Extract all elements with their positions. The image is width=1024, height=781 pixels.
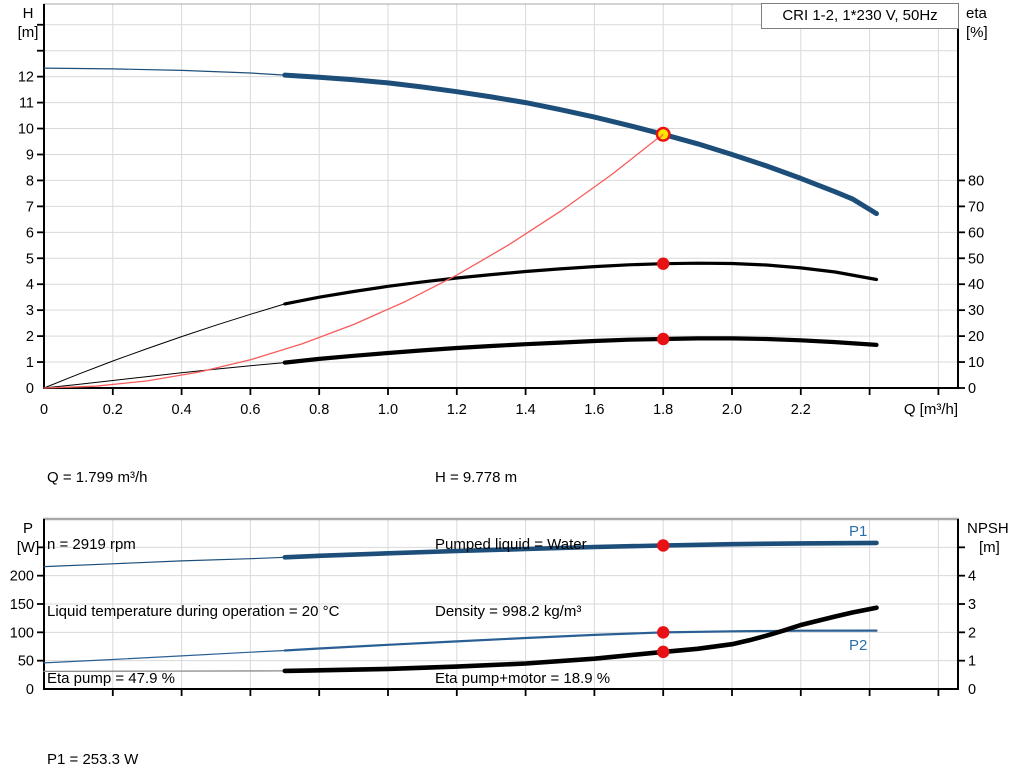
svg-text:0: 0 bbox=[26, 682, 34, 698]
duty-point[interactable] bbox=[655, 126, 671, 142]
svg-text:8: 8 bbox=[26, 173, 34, 189]
svg-text:30: 30 bbox=[968, 303, 984, 319]
tick-marks bbox=[37, 546, 965, 696]
svg-text:0: 0 bbox=[968, 381, 976, 397]
tick-marks bbox=[37, 23, 965, 395]
svg-text:60: 60 bbox=[968, 225, 984, 241]
result-eta-pump-motor: Eta pump+motor = 18.9 % bbox=[435, 670, 611, 688]
eta-pump-motor-curve bbox=[43, 336, 879, 389]
svg-text:200: 200 bbox=[10, 569, 34, 585]
svg-text:2: 2 bbox=[968, 625, 976, 641]
eta-axis-unit: [%] bbox=[966, 24, 988, 41]
svg-text:1.6: 1.6 bbox=[584, 402, 604, 418]
results-top-left: Q = 1.799 m³/h n = 2919 rpm Liquid tempe… bbox=[47, 422, 339, 736]
eta-pump-motor-point bbox=[656, 332, 670, 346]
gridlines bbox=[44, 4, 958, 388]
svg-text:150: 150 bbox=[10, 597, 34, 613]
npsh-curve bbox=[43, 605, 879, 674]
svg-text:0: 0 bbox=[26, 381, 34, 397]
svg-text:1.8: 1.8 bbox=[653, 402, 673, 418]
svg-text:50: 50 bbox=[18, 654, 34, 670]
svg-text:4: 4 bbox=[26, 277, 34, 293]
svg-text:20: 20 bbox=[968, 329, 984, 345]
axes-frame bbox=[43, 3, 959, 389]
svg-text:9: 9 bbox=[26, 147, 34, 163]
h-axis-label: H [m] bbox=[8, 4, 48, 42]
svg-text:1: 1 bbox=[968, 654, 976, 670]
eta-pump-curve bbox=[43, 261, 879, 389]
p1-point bbox=[656, 539, 670, 552]
p-axis-label: P [W] bbox=[8, 519, 48, 557]
results-bottom: P1 = 253.3 W P2 = 99.94 W NPSH = 1.31 m bbox=[47, 704, 152, 781]
svg-text:0: 0 bbox=[968, 682, 976, 698]
svg-text:0.4: 0.4 bbox=[172, 402, 192, 418]
q-axis-label: Q [m³/h] bbox=[903, 401, 958, 418]
svg-text:12: 12 bbox=[18, 70, 34, 86]
result-pumped-liquid: Pumped liquid = Water bbox=[435, 536, 587, 554]
svg-text:3: 3 bbox=[968, 597, 976, 613]
eta-axis-name: eta bbox=[966, 5, 987, 22]
p2-point bbox=[656, 626, 670, 639]
system-curve-curve bbox=[43, 133, 664, 389]
p1-curve bbox=[43, 540, 879, 568]
svg-text:10: 10 bbox=[18, 122, 34, 138]
svg-text:7: 7 bbox=[26, 199, 34, 215]
svg-text:2.2: 2.2 bbox=[791, 402, 811, 418]
svg-text:2.0: 2.0 bbox=[722, 402, 742, 418]
p-axis-name: P bbox=[22, 520, 33, 537]
svg-text:50: 50 bbox=[968, 251, 984, 267]
qh-curve bbox=[43, 67, 879, 217]
svg-text:10: 10 bbox=[968, 355, 984, 371]
svg-text:40: 40 bbox=[968, 277, 984, 293]
result-q: Q = 1.799 m³/h bbox=[47, 468, 148, 486]
p1-series-label: P1 bbox=[849, 523, 868, 540]
svg-text:11: 11 bbox=[19, 96, 34, 112]
svg-text:0.2: 0.2 bbox=[103, 402, 123, 418]
pump-model-label: CRI 1-2, 1*230 V, 50Hz bbox=[761, 3, 959, 29]
p2-series-label: P2 bbox=[849, 637, 868, 654]
svg-text:0.8: 0.8 bbox=[309, 402, 329, 418]
p2-curve bbox=[43, 629, 878, 664]
npsh-axis-name: NPSH bbox=[967, 520, 1009, 537]
tick-labels: 0 0.2 0.4 0.6 0.8 1.0 1.2 1.4 1.6 1.8 2.0 2.2012345… bbox=[18, 70, 984, 418]
eta-pump-point bbox=[656, 257, 670, 270]
svg-text:0: 0 bbox=[40, 402, 48, 418]
svg-text:3: 3 bbox=[26, 303, 34, 319]
npsh-axis-label: NPSH [m] bbox=[967, 519, 1009, 557]
result-liquid-temp: Liquid temperature during operation = 20… bbox=[47, 603, 340, 621]
svg-text:1.4: 1.4 bbox=[516, 402, 536, 418]
result-h: H = 9.778 m bbox=[435, 468, 518, 486]
npsh-axis-unit: [m] bbox=[979, 539, 1000, 556]
result-eta-pump: Eta pump = 47.9 % bbox=[47, 670, 175, 688]
svg-text:80: 80 bbox=[968, 173, 984, 189]
svg-text:5: 5 bbox=[26, 251, 34, 267]
svg-text:1: 1 bbox=[26, 355, 34, 371]
result-n: n = 2919 rpm bbox=[47, 536, 136, 554]
svg-text:6: 6 bbox=[26, 225, 34, 241]
svg-text:0.6: 0.6 bbox=[240, 402, 260, 418]
svg-text:100: 100 bbox=[10, 625, 34, 641]
eta-axis-label: eta [%] bbox=[966, 4, 988, 42]
results-top-right: H = 9.778 m Pumped liquid = Water Densit… bbox=[435, 422, 610, 736]
svg-text:4: 4 bbox=[968, 569, 976, 585]
svg-text:2: 2 bbox=[26, 329, 34, 345]
result-density: Density = 998.2 kg/m³ bbox=[435, 603, 582, 621]
h-axis-name: H bbox=[22, 5, 34, 22]
result-p1: P1 = 253.3 W bbox=[47, 750, 139, 768]
svg-text:1.0: 1.0 bbox=[378, 402, 398, 418]
tick-labels: 0 50 100 150 200 0 1 2 3 4 bbox=[10, 569, 976, 698]
npsh-point bbox=[656, 645, 670, 659]
h-axis-unit: [m] bbox=[17, 24, 39, 41]
svg-text:70: 70 bbox=[968, 199, 984, 215]
svg-text:1.2: 1.2 bbox=[447, 402, 467, 418]
p-axis-unit: [W] bbox=[16, 539, 40, 556]
